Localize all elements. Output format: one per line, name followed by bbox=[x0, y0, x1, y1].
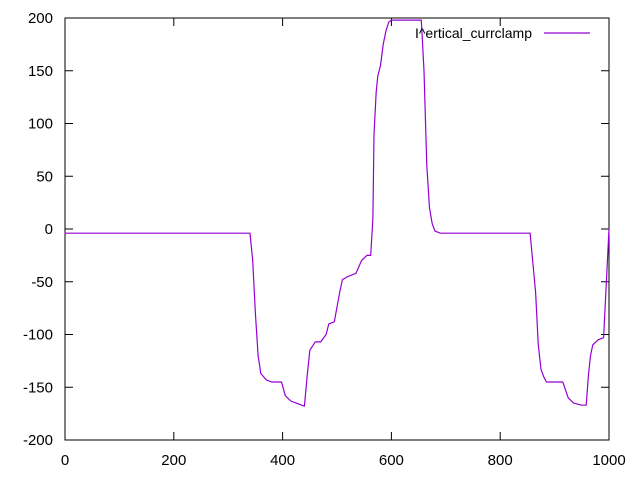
y-tick-label: 150 bbox=[28, 63, 53, 80]
x-tick-label: 600 bbox=[379, 452, 404, 469]
y-tick-label: 100 bbox=[28, 116, 53, 133]
y-tick-label: -200 bbox=[23, 432, 53, 449]
series-line-0 bbox=[64, 19, 610, 407]
y-tick-label: -100 bbox=[23, 327, 53, 344]
x-tick-label: 0 bbox=[61, 452, 69, 469]
x-tick-label: 200 bbox=[161, 452, 186, 469]
y-tick-label: 0 bbox=[45, 221, 53, 238]
x-tick-label: 800 bbox=[488, 452, 513, 469]
axes-layer: 0 200 400 600 800 1000 -200 -150 -100 -50 0 50 100 15… bbox=[23, 10, 626, 469]
x-tick-label: 400 bbox=[270, 452, 295, 469]
y-tick-label: 50 bbox=[36, 168, 53, 185]
y-tick-label: 200 bbox=[28, 10, 53, 27]
y-tick-label: -150 bbox=[23, 379, 53, 396]
plot-frame bbox=[64, 17, 610, 441]
y-tick-label: -50 bbox=[31, 274, 53, 291]
x-tick-label: 1000 bbox=[592, 452, 625, 469]
legend-label: I^ertical_currclamp bbox=[415, 25, 532, 41]
series-layer bbox=[64, 19, 610, 407]
legend: I^ertical_currclamp bbox=[415, 25, 590, 41]
